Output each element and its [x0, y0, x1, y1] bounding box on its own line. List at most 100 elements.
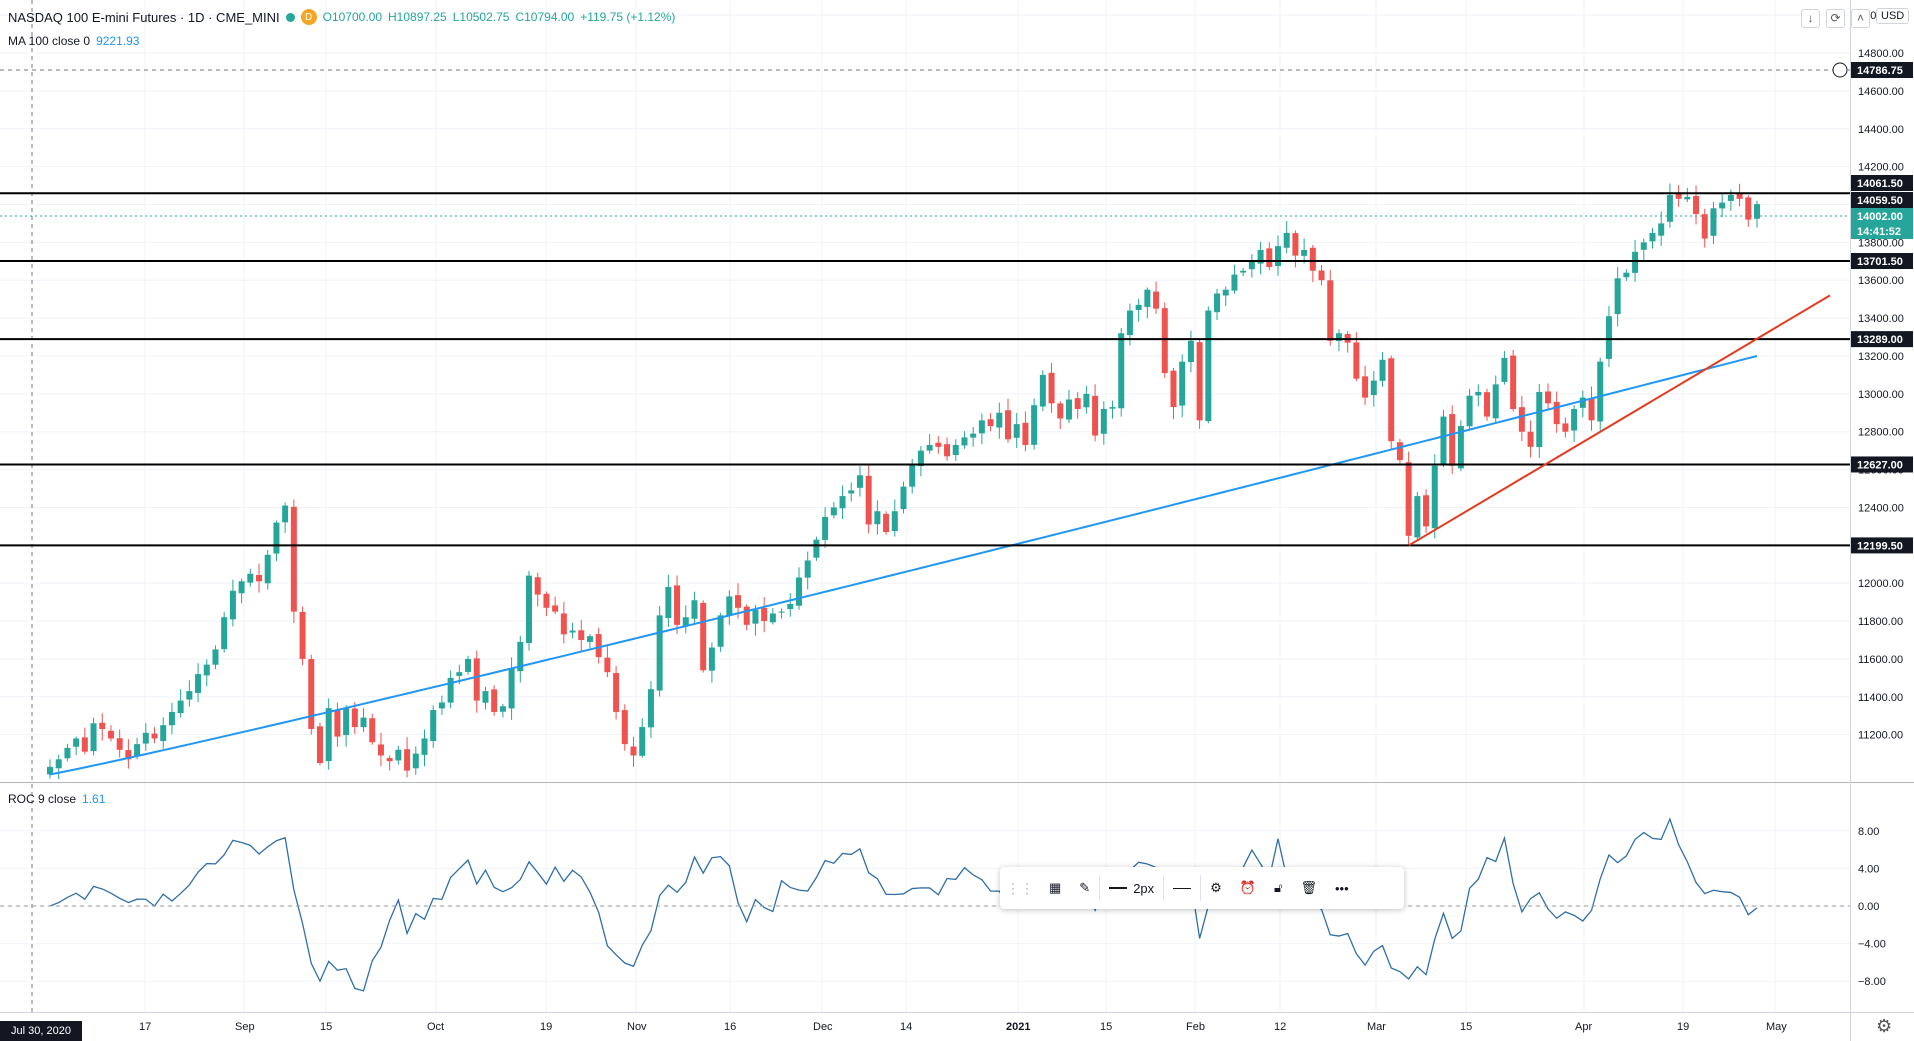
candle-body[interactable] [1309, 247, 1316, 271]
candle-body[interactable] [1370, 380, 1377, 396]
drag-handle-icon[interactable]: ⋮⋮ [1006, 879, 1034, 896]
candle-body[interactable] [682, 617, 689, 626]
candle-body[interactable] [552, 605, 559, 612]
trash-icon[interactable]: 🗑︎ [1300, 880, 1317, 895]
candle-body[interactable] [978, 420, 985, 434]
candle-body[interactable] [1484, 392, 1491, 417]
candle-body[interactable] [1736, 193, 1743, 199]
chevron-up-icon[interactable]: ˄ [1851, 9, 1870, 28]
candle-body[interactable] [743, 606, 750, 625]
candle-body[interactable] [1527, 431, 1534, 447]
candle-body[interactable] [334, 709, 341, 737]
candle-body[interactable] [1318, 270, 1325, 281]
candle-body[interactable] [1231, 274, 1238, 291]
candle-body[interactable] [177, 700, 184, 714]
candle-body[interactable] [1205, 310, 1212, 422]
candle-body[interactable] [90, 723, 97, 752]
candle-body[interactable] [386, 758, 393, 762]
candle-body[interactable] [839, 496, 846, 509]
candle-body[interactable] [134, 744, 141, 757]
candle-body[interactable] [674, 585, 681, 625]
candle-body[interactable] [1153, 291, 1160, 309]
candle-body[interactable] [1013, 424, 1020, 438]
candle-body[interactable] [691, 600, 698, 619]
candle-body[interactable] [1466, 395, 1473, 427]
candle-body[interactable] [735, 595, 742, 608]
candle-body[interactable] [1745, 197, 1752, 220]
candle-body[interactable] [665, 586, 672, 619]
candle-body[interactable] [543, 593, 550, 608]
candle-body[interactable] [1240, 270, 1247, 273]
candle-body[interactable] [1100, 408, 1107, 434]
candle-body[interactable] [1475, 391, 1482, 396]
candle-body[interactable] [1597, 361, 1604, 422]
candle-body[interactable] [708, 647, 715, 671]
candle-body[interactable] [952, 444, 959, 456]
candle-body[interactable] [1492, 384, 1499, 419]
candle-body[interactable] [830, 507, 837, 516]
candle-body[interactable] [917, 450, 924, 467]
candle-body[interactable] [1710, 208, 1717, 236]
gear-icon[interactable]: ⚙ [1876, 1016, 1893, 1036]
candle-body[interactable] [1109, 407, 1116, 409]
candle-body[interactable] [987, 419, 994, 427]
candle-body[interactable] [473, 658, 480, 701]
candle-body[interactable] [526, 575, 533, 644]
candle-body[interactable] [822, 516, 829, 540]
candle-body[interactable] [142, 732, 149, 744]
candle-body[interactable] [99, 722, 106, 729]
candle-body[interactable] [1065, 399, 1072, 420]
candle-body[interactable] [1693, 195, 1700, 214]
candle-body[interactable] [186, 691, 193, 700]
candle-body[interactable] [1222, 289, 1229, 296]
candle-body[interactable] [856, 475, 863, 488]
candle-body[interactable] [1536, 391, 1543, 448]
candle-body[interactable] [369, 718, 376, 743]
candle-body[interactable] [1510, 355, 1517, 409]
candle-body[interactable] [1283, 232, 1290, 248]
candle-body[interactable] [47, 766, 53, 775]
candle-body[interactable] [996, 412, 1003, 428]
candle-body[interactable] [883, 513, 890, 533]
candle-body[interactable] [1083, 393, 1090, 408]
candle-body[interactable] [1074, 398, 1081, 409]
candle-body[interactable] [1431, 465, 1438, 529]
candle-body[interactable] [944, 444, 951, 457]
candle-body[interactable] [343, 708, 350, 736]
symbol-title[interactable]: NASDAQ 100 E-mini Futures · 1D · CME_MIN… [8, 9, 280, 25]
candle-body[interactable] [1553, 401, 1560, 425]
candle-body[interactable] [256, 575, 263, 582]
candle-body[interactable] [769, 613, 776, 623]
line-width-button[interactable]: 2px [1100, 867, 1163, 909]
candle-body[interactable] [456, 672, 463, 676]
templates-icon[interactable]: ▦ [1049, 880, 1062, 895]
candle-body[interactable] [1579, 397, 1586, 408]
candle-body[interactable] [412, 753, 419, 769]
candle-body[interactable] [647, 689, 654, 728]
candle-body[interactable] [1605, 316, 1612, 359]
candle-body[interactable] [909, 463, 916, 487]
candle-body[interactable] [55, 759, 62, 769]
candle-body[interactable] [395, 749, 402, 761]
more-icon[interactable]: ••• [1334, 880, 1349, 896]
candle-body[interactable] [1588, 398, 1595, 421]
settings-icon[interactable]: ⚙ [1210, 880, 1222, 895]
candle-body[interactable] [1388, 358, 1395, 442]
candle-body[interactable] [508, 668, 515, 709]
candle-body[interactable] [569, 630, 576, 633]
candle-body[interactable] [299, 612, 306, 659]
candle-body[interactable] [316, 726, 323, 764]
candle-body[interactable] [1126, 310, 1133, 336]
candle-body[interactable] [1022, 422, 1029, 445]
candle-body[interactable] [656, 615, 663, 691]
candle-body[interactable] [813, 539, 820, 558]
candle-body[interactable] [1048, 372, 1055, 404]
candle-body[interactable] [613, 673, 620, 712]
candle-body[interactable] [1031, 405, 1038, 445]
candle-body[interactable] [116, 738, 123, 750]
candle-body[interactable] [752, 609, 759, 624]
candle-body[interactable] [1362, 376, 1369, 398]
roc-legend[interactable]: ROC 9 close 1.61 [8, 792, 105, 806]
candle-body[interactable] [203, 664, 210, 676]
candle-body[interactable] [377, 744, 384, 756]
